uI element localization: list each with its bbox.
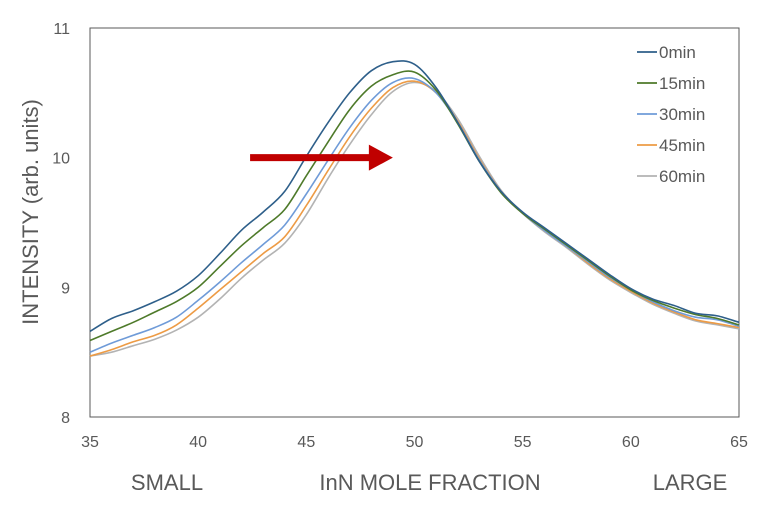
plot-area-frame <box>89 27 740 418</box>
series-line-30min <box>89 77 740 353</box>
x-axis-title: InN MOLE FRACTION <box>319 470 540 495</box>
x-tick-label: 60 <box>622 434 640 451</box>
series-line-45min <box>89 80 740 357</box>
y-tick-label: 9 <box>61 280 70 297</box>
x-tick-label: 40 <box>189 434 207 451</box>
x-tick-label: 45 <box>297 434 315 451</box>
y-axis-title: INTENSITY (arb. units) <box>18 99 43 325</box>
legend-label-45min: 45min <box>659 136 705 155</box>
series-line-15min <box>89 70 740 342</box>
series-line-60min <box>89 81 740 357</box>
y-tick-label: 8 <box>61 410 70 427</box>
y-tick-label: 10 <box>52 151 70 168</box>
x-axis-label-small: SMALL <box>131 470 203 495</box>
x-tick-label: 55 <box>514 434 532 451</box>
legend-label-30min: 30min <box>659 105 705 124</box>
arrow-head <box>368 144 393 171</box>
legend-label-15min: 15min <box>659 74 705 93</box>
x-axis-label-large: LARGE <box>653 470 728 495</box>
x-tick-label: 35 <box>81 434 99 451</box>
x-tick-label: 65 <box>730 434 748 451</box>
legend-label-60min: 60min <box>659 167 705 186</box>
legend-label-0min: 0min <box>659 43 696 62</box>
series-line-0min <box>89 60 740 333</box>
x-tick-label: 50 <box>406 434 424 451</box>
y-tick-label: 11 <box>53 21 70 38</box>
